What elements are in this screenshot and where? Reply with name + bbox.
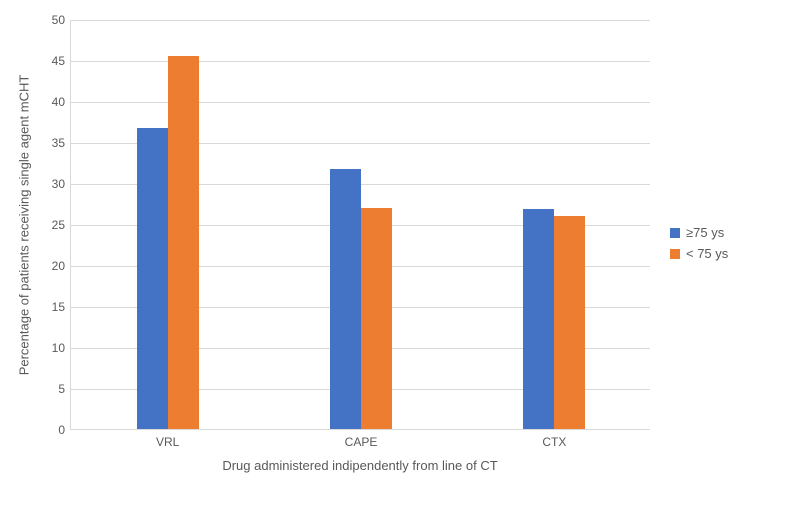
x-axis-title: Drug administered indipendently from lin… [222, 458, 497, 473]
y-tick-label: 15 [52, 300, 71, 314]
y-tick-label: 45 [52, 54, 71, 68]
gridline [71, 61, 650, 62]
bar [523, 209, 554, 429]
y-tick-label: 50 [52, 13, 71, 27]
legend-swatch [670, 249, 680, 259]
y-tick-label: 25 [52, 218, 71, 232]
legend-item: ≥75 ys [670, 225, 728, 240]
y-tick-label: 35 [52, 136, 71, 150]
legend-item: < 75 ys [670, 246, 728, 261]
y-tick-label: 0 [58, 423, 71, 437]
plot-area: 05101520253035404550VRLCAPECTX [70, 20, 650, 430]
bar [137, 128, 168, 429]
bar [168, 56, 199, 429]
legend: ≥75 ys < 75 ys [670, 225, 728, 267]
x-tick-label: CAPE [345, 429, 378, 449]
legend-label: < 75 ys [686, 246, 728, 261]
x-tick-label: VRL [156, 429, 179, 449]
y-tick-label: 10 [52, 341, 71, 355]
legend-swatch [670, 228, 680, 238]
bar [330, 169, 361, 429]
x-tick-label: CTX [542, 429, 566, 449]
y-tick-label: 30 [52, 177, 71, 191]
y-axis-title: Percentage of patients receiving single … [17, 75, 32, 376]
gridline [71, 102, 650, 103]
bar [554, 216, 585, 429]
legend-label: ≥75 ys [686, 225, 724, 240]
y-tick-label: 40 [52, 95, 71, 109]
bar [361, 208, 392, 429]
gridline [71, 20, 650, 21]
y-tick-label: 5 [58, 382, 71, 396]
y-tick-label: 20 [52, 259, 71, 273]
chart-container: 05101520253035404550VRLCAPECTX Percentag… [0, 0, 786, 509]
